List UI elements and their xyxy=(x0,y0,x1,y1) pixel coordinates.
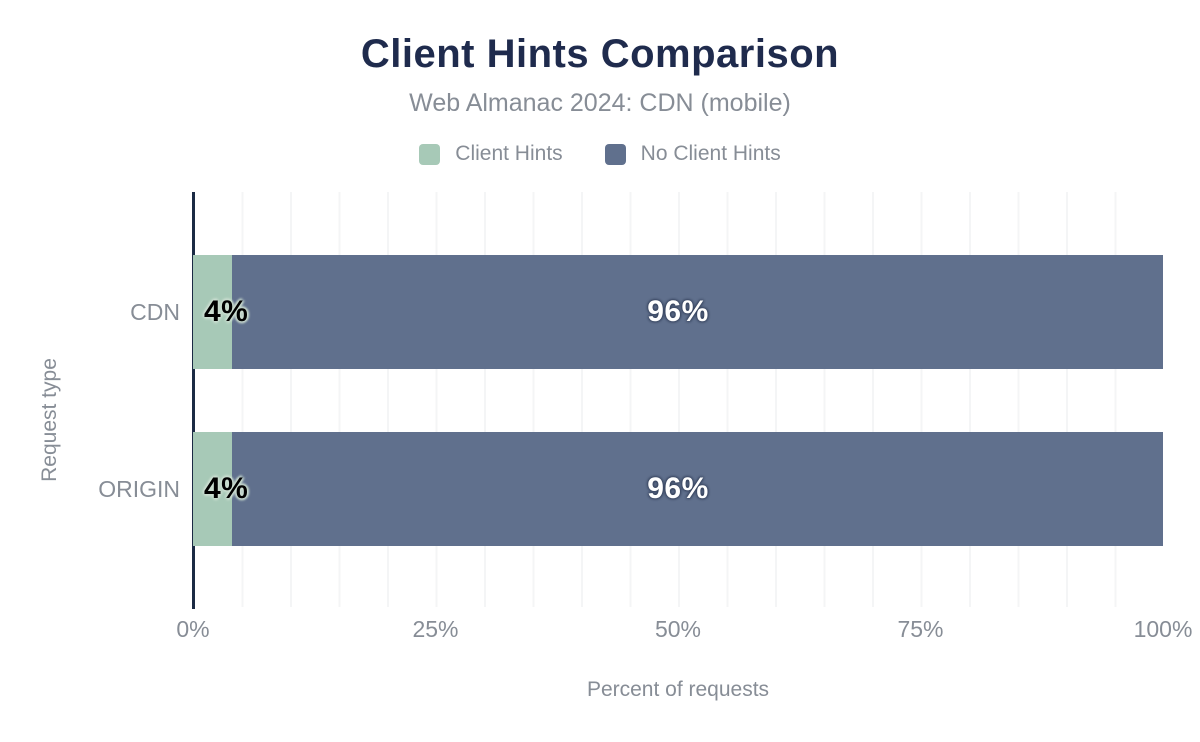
bar-row-cdn: CDN 4% 96% xyxy=(130,255,1163,369)
stacked-bar-cdn xyxy=(193,255,1163,369)
legend-label-client-hints: Client Hints xyxy=(455,142,563,165)
y-axis-line xyxy=(192,192,195,609)
bar-value-no-client-hints: 96% xyxy=(647,295,709,328)
legend-item-no-client-hints: No Client Hints xyxy=(604,142,781,166)
bar-value-no-client-hints: 96% xyxy=(647,472,709,505)
chart-title: Client Hints Comparison xyxy=(360,32,840,76)
legend-swatch-client-hints xyxy=(419,143,441,165)
x-tick-label: 25% xyxy=(412,616,459,642)
category-label-origin: ORIGIN xyxy=(98,475,180,502)
legend-swatch-no-client-hints xyxy=(604,143,626,165)
legend-item-client-hints: Client Hints xyxy=(419,142,563,166)
bar-segment-no-client-hints xyxy=(231,432,1163,546)
bar-value-client-hints: 4% xyxy=(204,472,249,505)
x-tick-label: 0% xyxy=(176,616,210,642)
x-axis-title: Percent of requests xyxy=(586,678,770,701)
chart-subtitle: Web Almanac 2024: CDN (mobile) xyxy=(409,89,791,117)
plot-area: CDN 4% 96% ORIGIN 4% 96% xyxy=(98,192,1163,609)
bar-segment-client-hints xyxy=(193,255,232,369)
y-axis-title: Request type xyxy=(38,358,61,482)
bar-row-origin: ORIGIN 4% 96% xyxy=(98,432,1163,546)
legend: Client Hints No Client Hints xyxy=(0,142,1200,166)
x-tick-label: 75% xyxy=(897,616,944,642)
legend-label-no-client-hints: No Client Hints xyxy=(640,142,781,165)
x-axis-ticks: 0% 25% 50% 75% 100% xyxy=(176,616,1192,646)
category-label-cdn: CDN xyxy=(130,298,180,325)
x-tick-label: 50% xyxy=(654,616,702,642)
bar-segment-no-client-hints xyxy=(231,255,1163,369)
bar-segment-client-hints xyxy=(193,432,232,546)
bar-value-client-hints: 4% xyxy=(204,295,249,328)
stacked-bar-origin xyxy=(193,432,1163,546)
x-tick-label: 100% xyxy=(1133,616,1193,642)
